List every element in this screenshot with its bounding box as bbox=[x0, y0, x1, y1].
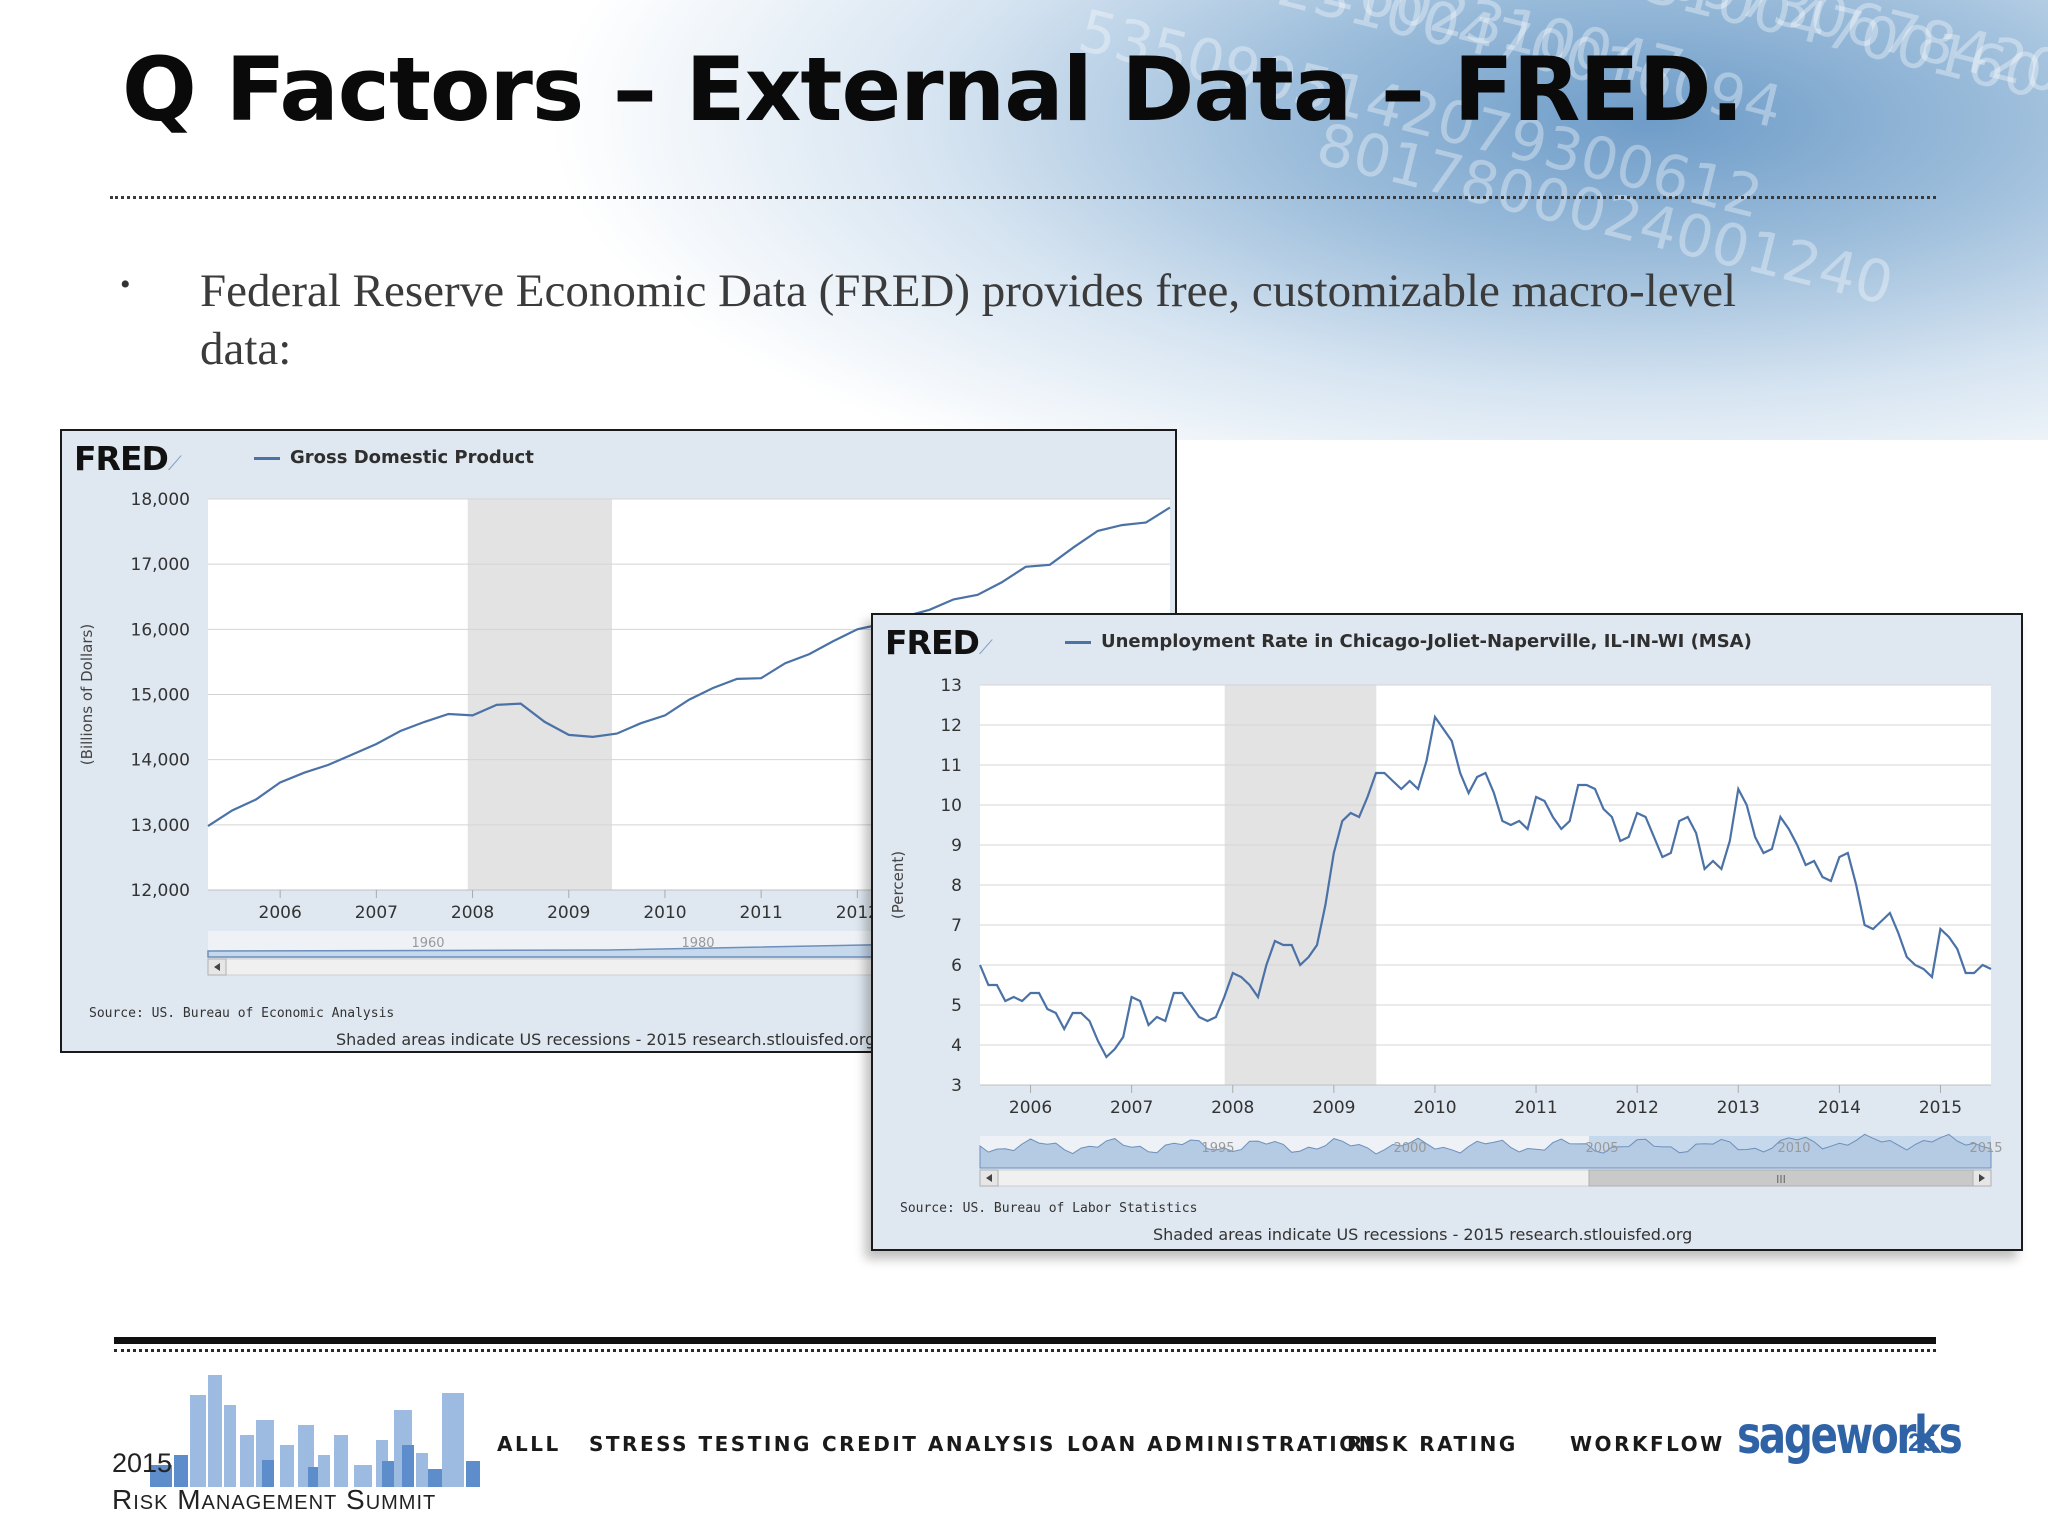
page-number: 25 bbox=[1908, 1429, 1936, 1457]
data-series-line bbox=[978, 714, 1992, 1059]
fred-logo: FRED⟋ bbox=[74, 439, 182, 478]
fred-logo: FRED⟋ bbox=[885, 623, 993, 662]
navigator-label: 2010 bbox=[1777, 1141, 1810, 1156]
navigator-label: 1980 bbox=[681, 936, 714, 951]
y-tick-label: 12,000 bbox=[131, 881, 190, 901]
nav-alll[interactable]: ALLL bbox=[497, 1432, 561, 1456]
navigator-label: 2015 bbox=[1969, 1141, 2002, 1156]
x-tick-label: 2008 bbox=[451, 903, 494, 923]
nav-loan-administration[interactable]: LOAN ADMINISTRATION bbox=[1067, 1432, 1378, 1456]
chart-legend: Unemployment Rate in Chicago-Joliet-Nape… bbox=[1065, 631, 1752, 652]
y-tick-label: 13 bbox=[940, 676, 962, 696]
y-tick-label: 12 bbox=[940, 716, 962, 736]
legend-label: Gross Domestic Product bbox=[290, 447, 534, 468]
nav-credit-analysis[interactable]: CREDIT ANALYSIS bbox=[822, 1432, 1056, 1456]
x-tick-label: 2012 bbox=[836, 903, 879, 923]
scroll-left-arrow-icon bbox=[986, 1174, 992, 1182]
scroll-left-arrow-icon bbox=[214, 963, 220, 971]
nav-workflow[interactable]: WORKFLOW bbox=[1570, 1432, 1725, 1456]
title-divider bbox=[110, 196, 1936, 199]
x-tick-label: 2009 bbox=[547, 903, 590, 923]
chart-legend: Gross Domestic Product bbox=[254, 447, 534, 468]
scrollbar-grip: III bbox=[1776, 1173, 1786, 1186]
x-tick-label: 2006 bbox=[259, 903, 302, 923]
header-background bbox=[0, 0, 2048, 440]
y-tick-label: 8 bbox=[951, 876, 962, 896]
x-tick-label: 2013 bbox=[1717, 1098, 1760, 1118]
y-tick-label: 5 bbox=[951, 996, 962, 1016]
navigator-label: 2000 bbox=[1393, 1141, 1426, 1156]
navigator-label: 1995 bbox=[1201, 1141, 1234, 1156]
x-tick-label: 2014 bbox=[1818, 1098, 1861, 1118]
y-tick-label: 16,000 bbox=[131, 620, 190, 640]
y-tick-label: 3 bbox=[951, 1076, 962, 1096]
x-tick-label: 2007 bbox=[355, 903, 398, 923]
y-tick-label: 10 bbox=[940, 796, 962, 816]
x-tick-label: 2009 bbox=[1312, 1098, 1355, 1118]
footer-divider-dotted bbox=[114, 1349, 1936, 1352]
fred-logo-chart-icon: ⟋ bbox=[978, 635, 993, 659]
chart-recession-note: Shaded areas indicate US recessions - 20… bbox=[336, 1030, 876, 1049]
summit-year: 2015 bbox=[112, 1448, 173, 1478]
y-tick-label: 7 bbox=[951, 916, 962, 936]
y-tick-label: 18,000 bbox=[131, 490, 190, 510]
y-axis-label: (Percent) bbox=[889, 851, 907, 919]
chicago-skyline-logo bbox=[150, 1375, 480, 1487]
nav-risk-rating[interactable]: RISK RATING bbox=[1347, 1432, 1518, 1456]
sageworks-logo: sageworks bbox=[1737, 1406, 1963, 1466]
x-tick-label: 2006 bbox=[1009, 1098, 1052, 1118]
x-tick-label: 2012 bbox=[1616, 1098, 1659, 1118]
chart-source: Source: US. Bureau of Labor Statistics bbox=[900, 1201, 1198, 1216]
x-tick-label: 2008 bbox=[1211, 1098, 1254, 1118]
bullet-marker: • bbox=[120, 268, 131, 301]
y-tick-label: 14,000 bbox=[131, 751, 190, 771]
navigator-label: 2005 bbox=[1585, 1141, 1618, 1156]
footer-divider bbox=[114, 1337, 1936, 1344]
chart-recession-note: Shaded areas indicate US recessions - 20… bbox=[1153, 1225, 1693, 1244]
fred-logo-chart-icon: ⟋ bbox=[167, 451, 182, 475]
bullet-text: Federal Reserve Economic Data (FRED) pro… bbox=[200, 265, 1737, 375]
y-tick-label: 11 bbox=[940, 756, 962, 776]
y-tick-label: 17,000 bbox=[131, 555, 190, 575]
slide-title: Q Factors – External Data – FRED. bbox=[122, 38, 1744, 141]
y-tick-label: 6 bbox=[951, 956, 962, 976]
navigator-label: 1960 bbox=[411, 936, 444, 951]
legend-label: Unemployment Rate in Chicago-Joliet-Nape… bbox=[1101, 631, 1752, 652]
x-tick-label: 2011 bbox=[1514, 1098, 1557, 1118]
x-tick-label: 2007 bbox=[1110, 1098, 1153, 1118]
summit-name: Risk Management Summit bbox=[112, 1484, 437, 1515]
unemployment-chart-svg: 13 12 11 10 9 8 7 6 5 4 3 2006 2007 2008 2009 2010 2011 2… bbox=[889, 676, 2003, 1187]
y-tick-label: 4 bbox=[951, 1036, 962, 1056]
y-tick-label: 13,000 bbox=[131, 816, 190, 836]
navigator-series bbox=[979, 1133, 1992, 1169]
x-tick-label: 2010 bbox=[1413, 1098, 1456, 1118]
chart-source: Source: US. Bureau of Economic Analysis bbox=[89, 1006, 395, 1021]
data-series-line bbox=[207, 506, 1171, 828]
fred-unemployment-chart: FRED⟋ Unemployment Rate in Chicago-Jolie… bbox=[871, 613, 2023, 1251]
y-tick-label: 9 bbox=[951, 836, 962, 856]
nav-stress-testing[interactable]: STRESS TESTING bbox=[589, 1432, 812, 1456]
x-tick-label: 2015 bbox=[1919, 1098, 1962, 1118]
x-tick-label: 2011 bbox=[740, 903, 783, 923]
x-tick-label: 2010 bbox=[643, 903, 686, 923]
y-tick-label: 15,000 bbox=[131, 686, 190, 706]
scroll-right-arrow-icon bbox=[1979, 1174, 1985, 1182]
y-axis-label: (Billions of Dollars) bbox=[78, 624, 96, 765]
